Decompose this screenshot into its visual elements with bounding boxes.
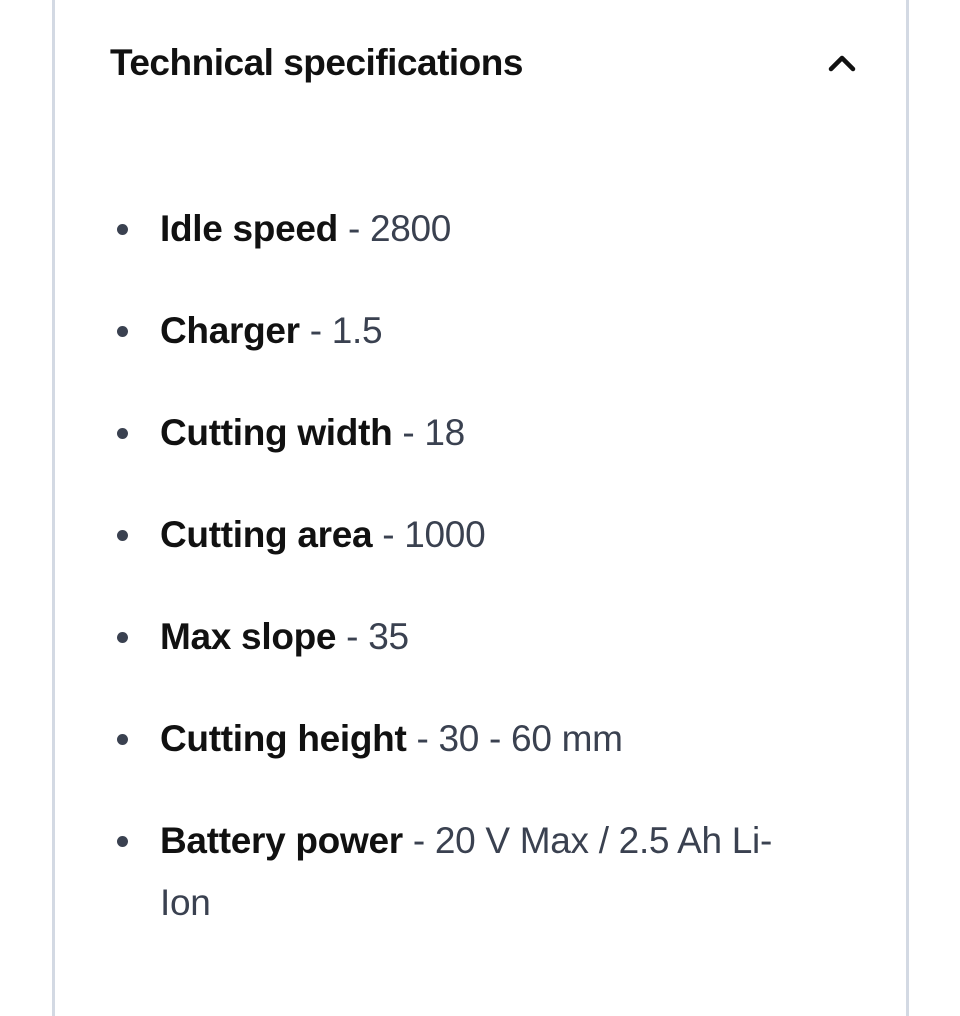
spec-value: 30 - 60 mm <box>438 718 623 759</box>
separator: - <box>402 820 435 861</box>
spec-label: Cutting width <box>160 412 393 453</box>
spec-label: Cutting area <box>160 514 373 555</box>
bullet-icon <box>117 326 128 337</box>
spec-label: Cutting height <box>160 718 407 759</box>
spec-item: Cutting width - 18 <box>110 402 830 464</box>
bullet-icon <box>117 836 128 847</box>
spec-label: Charger <box>160 310 300 351</box>
separator: - <box>337 208 370 249</box>
specs-accordion-header[interactable]: Technical specifications <box>110 38 860 88</box>
spec-item: Max slope - 35 <box>110 606 830 668</box>
bullet-icon <box>117 632 128 643</box>
separator: - <box>372 514 405 555</box>
separator: - <box>392 412 425 453</box>
specs-card <box>52 0 909 1016</box>
bullet-icon <box>117 224 128 235</box>
spec-value: 1000 <box>404 514 486 555</box>
bullet-icon <box>117 428 128 439</box>
spec-item: Charger - 1.5 <box>110 300 830 362</box>
spec-value: 35 <box>368 616 409 657</box>
section-title: Technical specifications <box>110 42 523 83</box>
spec-value: 20 V Max / 2.5 Ah Li-Ion <box>160 820 772 923</box>
spec-item: Cutting area - 1000 <box>110 504 830 566</box>
spec-item: Cutting height - 30 - 60 mm <box>110 708 830 770</box>
separator: - <box>406 718 439 759</box>
separator: - <box>299 310 332 351</box>
spec-value: 18 <box>424 412 465 453</box>
spec-item: Idle speed - 2800 <box>110 198 830 260</box>
spec-value: 2800 <box>369 208 452 249</box>
separator: - <box>336 616 369 657</box>
spec-label: Battery power <box>160 820 403 861</box>
spec-label: Max slope <box>160 616 337 657</box>
bullet-icon <box>117 734 128 745</box>
spec-label: Idle speed <box>160 208 338 249</box>
specs-list: Idle speed - 2800 Charger - 1.5 Cutting … <box>110 198 830 974</box>
spec-value: 1.5 <box>331 310 383 351</box>
chevron-up-icon[interactable] <box>824 45 860 81</box>
bullet-icon <box>117 530 128 541</box>
spec-item: Battery power - 20 V Max / 2.5 Ah Li-Ion <box>110 810 780 934</box>
